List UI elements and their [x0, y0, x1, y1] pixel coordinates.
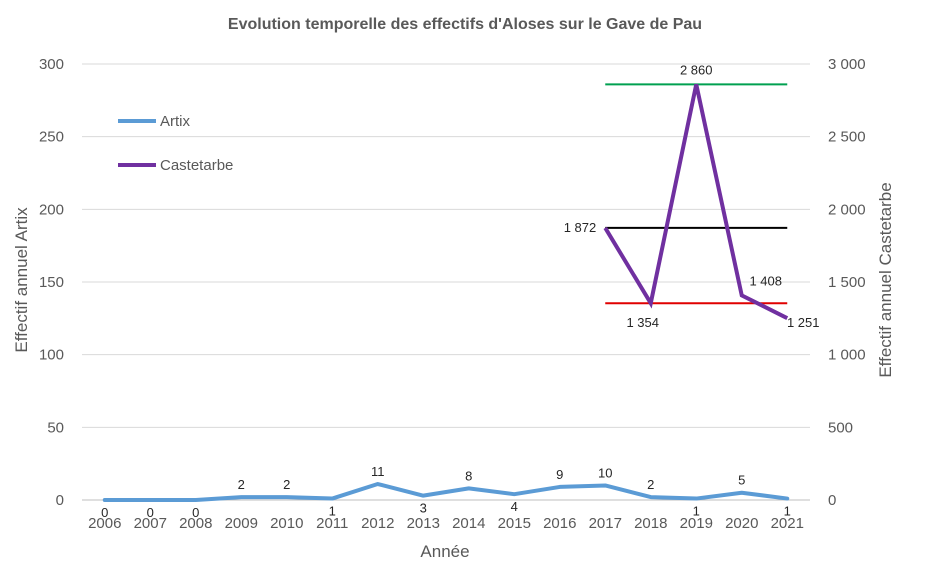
x-tick-label: 2013 [407, 515, 440, 532]
data-label-artix: 4 [511, 499, 518, 514]
series-line-castetarbe [603, 83, 789, 320]
right-tick-label: 1 000 [828, 347, 866, 364]
data-label-artix: 0 [147, 505, 154, 520]
left-axis-ticks: 0 50 100 150 200 250 300 [39, 56, 64, 509]
left-tick-label: 100 [39, 347, 64, 364]
left-tick-label: 250 [39, 129, 64, 146]
data-label-castetarbe: 1 354 [626, 315, 659, 330]
x-tick-label: 2017 [589, 515, 622, 532]
x-tick-label: 2021 [771, 515, 804, 532]
data-label-castetarbe: 2 860 [680, 62, 713, 77]
x-tick-label: 2016 [543, 515, 576, 532]
chart-title: Evolution temporelle des effectifs d'Alo… [228, 16, 702, 33]
data-label-artix: 1 [329, 504, 336, 519]
data-label-castetarbe: 1 251 [787, 315, 820, 330]
data-label-artix: 1 [693, 504, 700, 519]
data-label-castetarbe: 1 872 [564, 220, 597, 235]
series-line-artix [102, 482, 790, 502]
right-axis-title: Effectif annuel Castetarbe [876, 182, 895, 377]
x-axis-ticks: 2006 2007 2008 2009 2010 2011 2012 2013 2014 2015… [88, 515, 804, 532]
right-tick-label: 2 000 [828, 201, 866, 218]
data-label-artix: 2 [283, 477, 290, 492]
x-tick-label: 2007 [134, 515, 167, 532]
x-tick-label: 2010 [270, 515, 303, 532]
left-tick-label: 0 [56, 492, 64, 509]
right-tick-label: 500 [828, 419, 853, 436]
x-tick-label: 2018 [634, 515, 667, 532]
x-tick-label: 2012 [361, 515, 394, 532]
right-tick-label: 1 500 [828, 274, 866, 291]
data-label-artix: 8 [465, 468, 472, 483]
left-tick-label: 300 [39, 56, 64, 73]
left-tick-label: 150 [39, 274, 64, 291]
data-label-artix: 0 [192, 505, 199, 520]
data-label-artix: 2 [647, 477, 654, 492]
x-tick-label: 2015 [498, 515, 531, 532]
x-tick-label: 2008 [179, 515, 212, 532]
x-tick-label: 2014 [452, 515, 485, 532]
left-tick-label: 50 [47, 419, 64, 436]
legend-label: Artix [160, 113, 191, 130]
x-tick-label: 2011 [316, 515, 348, 532]
left-axis-title: Effectif annuel Artix [12, 207, 31, 353]
gridlines [82, 63, 810, 501]
data-label-artix: 2 [238, 477, 245, 492]
data-label-artix: 1 [784, 504, 791, 519]
right-tick-label: 0 [828, 492, 836, 509]
right-tick-label: 3 000 [828, 56, 866, 73]
right-axis-ticks: 0 500 1 000 1 500 2 000 2 500 3 000 [828, 56, 866, 509]
data-label-artix: 0 [101, 505, 108, 520]
data-label-artix: 10 [598, 465, 612, 480]
left-tick-label: 200 [39, 201, 64, 218]
x-tick-label: 2006 [88, 515, 121, 532]
legend-label: Castetarbe [160, 157, 233, 174]
data-label-artix: 3 [420, 501, 427, 516]
data-label-castetarbe: 1 408 [749, 273, 782, 288]
series-lines [102, 83, 790, 502]
x-tick-label: 2019 [680, 515, 713, 532]
data-label-artix: 11 [371, 464, 385, 479]
x-tick-label: 2009 [225, 515, 258, 532]
x-axis-title: Année [420, 542, 469, 561]
x-tick-label: 2020 [725, 515, 758, 532]
data-label-artix: 5 [738, 473, 745, 488]
legend: Artix Castetarbe [118, 113, 233, 174]
data-label-artix: 9 [556, 467, 563, 482]
right-tick-label: 2 500 [828, 129, 866, 146]
